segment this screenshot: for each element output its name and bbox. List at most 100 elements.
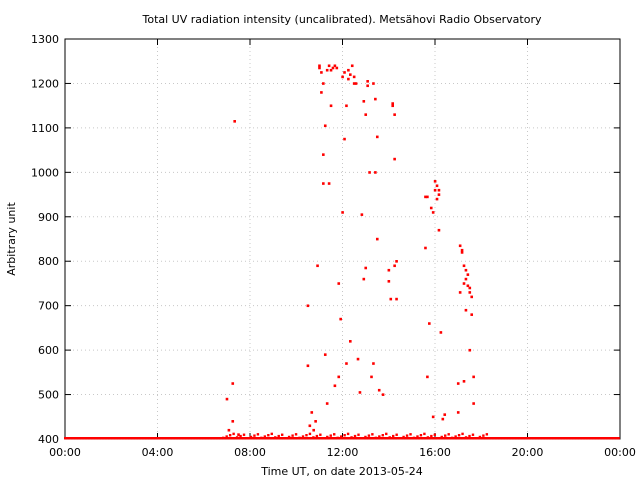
- baseline-point: [597, 437, 600, 440]
- baseline-point: [489, 437, 492, 440]
- data-point: [237, 433, 240, 436]
- baseline-point: [232, 432, 235, 436]
- baseline-point: [287, 435, 291, 439]
- baseline-point: [344, 437, 347, 440]
- baseline-point: [512, 437, 516, 440]
- baseline-point: [558, 437, 562, 440]
- y-tick-label: 1100: [31, 122, 59, 135]
- data-point: [443, 413, 447, 416]
- data-point: [370, 375, 373, 379]
- baseline-point: [312, 436, 315, 439]
- baseline-point: [575, 437, 579, 440]
- baseline-point: [487, 437, 491, 440]
- baseline-point: [249, 435, 253, 439]
- data-point: [437, 188, 441, 192]
- baseline-point: [388, 436, 391, 439]
- baseline-point: [461, 432, 464, 436]
- baseline-point: [574, 437, 577, 440]
- baseline-point: [463, 437, 466, 440]
- data-point: [331, 66, 335, 70]
- baseline-point: [418, 437, 421, 440]
- data-point: [366, 84, 369, 88]
- baseline-point: [144, 437, 147, 440]
- data-point: [375, 135, 379, 139]
- y-tick-label: 700: [38, 300, 59, 313]
- baseline-point: [262, 437, 266, 440]
- data-point: [426, 375, 429, 379]
- baseline-point: [218, 437, 221, 440]
- baseline-point: [161, 437, 164, 440]
- baseline-point: [178, 437, 181, 440]
- baseline-point: [330, 437, 334, 440]
- baseline-point: [467, 437, 471, 440]
- baseline-point: [272, 437, 275, 440]
- baseline-point: [316, 437, 320, 440]
- y-tick-label: 500: [38, 389, 59, 402]
- baseline-point: [614, 437, 617, 440]
- data-point: [368, 171, 371, 174]
- baseline-point: [537, 437, 540, 440]
- baseline-point: [295, 437, 298, 440]
- data-point: [333, 384, 337, 388]
- baseline-point: [454, 437, 457, 440]
- baseline-point: [554, 437, 557, 440]
- baseline-point: [298, 436, 301, 440]
- y-tick-label: 400: [38, 433, 59, 446]
- baseline-point: [409, 433, 412, 436]
- baseline-point: [376, 437, 380, 440]
- data-point: [437, 193, 441, 196]
- baseline-point: [338, 437, 341, 440]
- data-point: [337, 375, 341, 379]
- baseline-point: [252, 437, 255, 440]
- baseline-point: [383, 437, 386, 440]
- baseline-point: [333, 433, 336, 436]
- baseline-point: [423, 437, 426, 440]
- data-point: [460, 248, 464, 252]
- baseline-point: [128, 437, 132, 440]
- baseline-point: [185, 437, 189, 440]
- baseline-point: [287, 437, 290, 440]
- baseline-point: [380, 437, 383, 440]
- baseline-point: [232, 437, 235, 440]
- baseline-point: [224, 437, 227, 440]
- baseline-point: [509, 437, 512, 440]
- y-tick-label: 1000: [31, 166, 59, 179]
- baseline-point: [131, 437, 135, 440]
- baseline-point: [193, 437, 196, 440]
- data-point: [314, 420, 317, 423]
- baseline-point: [315, 437, 318, 440]
- baseline-point: [441, 437, 445, 440]
- baseline-point: [605, 437, 608, 440]
- baseline-point: [339, 437, 343, 440]
- baseline-point: [353, 434, 357, 438]
- data-point: [374, 97, 377, 101]
- baseline-point: [446, 437, 449, 440]
- baseline-point: [188, 437, 192, 440]
- data-point: [327, 182, 331, 185]
- data-point: [350, 64, 354, 68]
- baseline-points: [64, 432, 620, 440]
- baseline-point: [480, 437, 483, 440]
- baseline-point: [571, 437, 574, 440]
- baseline-point: [548, 437, 551, 440]
- baseline-point: [395, 433, 398, 436]
- baseline-point: [461, 437, 465, 440]
- baseline-point: [304, 437, 307, 440]
- baseline-point: [385, 432, 388, 436]
- baseline-point: [520, 437, 523, 440]
- baseline-point: [504, 437, 508, 440]
- baseline-point: [159, 437, 162, 440]
- data-point: [347, 68, 350, 72]
- baseline-point: [531, 437, 534, 440]
- data-point: [349, 340, 352, 343]
- baseline-point: [310, 437, 314, 440]
- baseline-point: [267, 437, 270, 440]
- baseline-point: [612, 437, 616, 440]
- baseline-point: [583, 437, 586, 440]
- baseline-point: [617, 437, 620, 440]
- baseline-point: [326, 437, 329, 440]
- baseline-point: [90, 437, 93, 440]
- baseline-point: [472, 437, 475, 440]
- baseline-point: [452, 437, 455, 440]
- data-point: [424, 195, 427, 199]
